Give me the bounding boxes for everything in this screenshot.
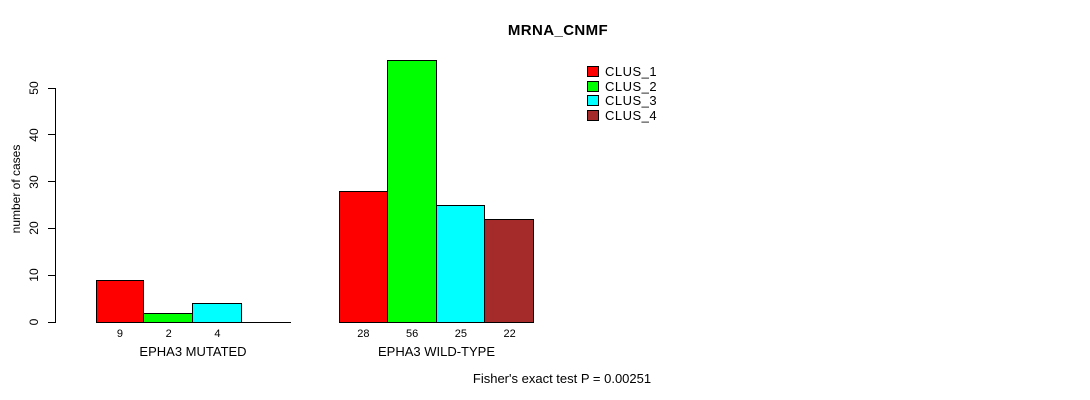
bar-value-label: 22 bbox=[503, 328, 516, 340]
legend-swatch bbox=[587, 109, 599, 121]
bar bbox=[435, 205, 486, 323]
y-tick-label: 20 bbox=[27, 221, 41, 236]
category-label: EPHA3 MUTATED bbox=[139, 344, 247, 359]
bar-value-label: 2 bbox=[165, 328, 172, 340]
bar bbox=[95, 279, 145, 323]
legend-swatch bbox=[587, 80, 599, 92]
legend-label: CLUS_4 bbox=[605, 107, 658, 123]
legend-label: CLUS_1 bbox=[605, 64, 658, 79]
chart-title: MRNA_CNMF bbox=[507, 22, 609, 39]
legend-label: CLUS_2 bbox=[605, 78, 658, 94]
y-tick bbox=[47, 181, 55, 183]
y-tick bbox=[47, 274, 55, 276]
fisher-test-annotation: Fisher's exact test P = 0.00251 bbox=[472, 371, 652, 386]
bar bbox=[484, 219, 534, 323]
bar bbox=[143, 312, 193, 323]
bar-value-label: 9 bbox=[116, 328, 123, 340]
bar-value-label: 25 bbox=[454, 328, 467, 340]
bar bbox=[386, 59, 437, 323]
legend-swatch bbox=[587, 66, 599, 77]
bar bbox=[192, 303, 242, 323]
y-tick-label: 10 bbox=[27, 268, 41, 282]
y-tick bbox=[47, 87, 55, 89]
category-label: EPHA3 WILD-TYPE bbox=[377, 344, 496, 359]
bar-value-label: 56 bbox=[406, 328, 419, 340]
legend-label: CLUS_3 bbox=[605, 93, 658, 109]
y-axis-line bbox=[54, 88, 56, 323]
y-axis-label: number of cases bbox=[9, 144, 23, 234]
y-tick-label: 50 bbox=[27, 81, 41, 95]
y-tick-label: 30 bbox=[27, 174, 41, 189]
y-tick bbox=[47, 321, 55, 323]
y-tick-label: 40 bbox=[27, 128, 41, 142]
bar bbox=[339, 190, 388, 323]
y-tick bbox=[47, 134, 55, 136]
y-tick bbox=[47, 227, 55, 230]
legend-swatch bbox=[587, 95, 599, 107]
y-tick-label: 0 bbox=[27, 318, 41, 326]
bar-value-label: 28 bbox=[357, 328, 370, 340]
bar-value-label: 4 bbox=[214, 328, 221, 340]
